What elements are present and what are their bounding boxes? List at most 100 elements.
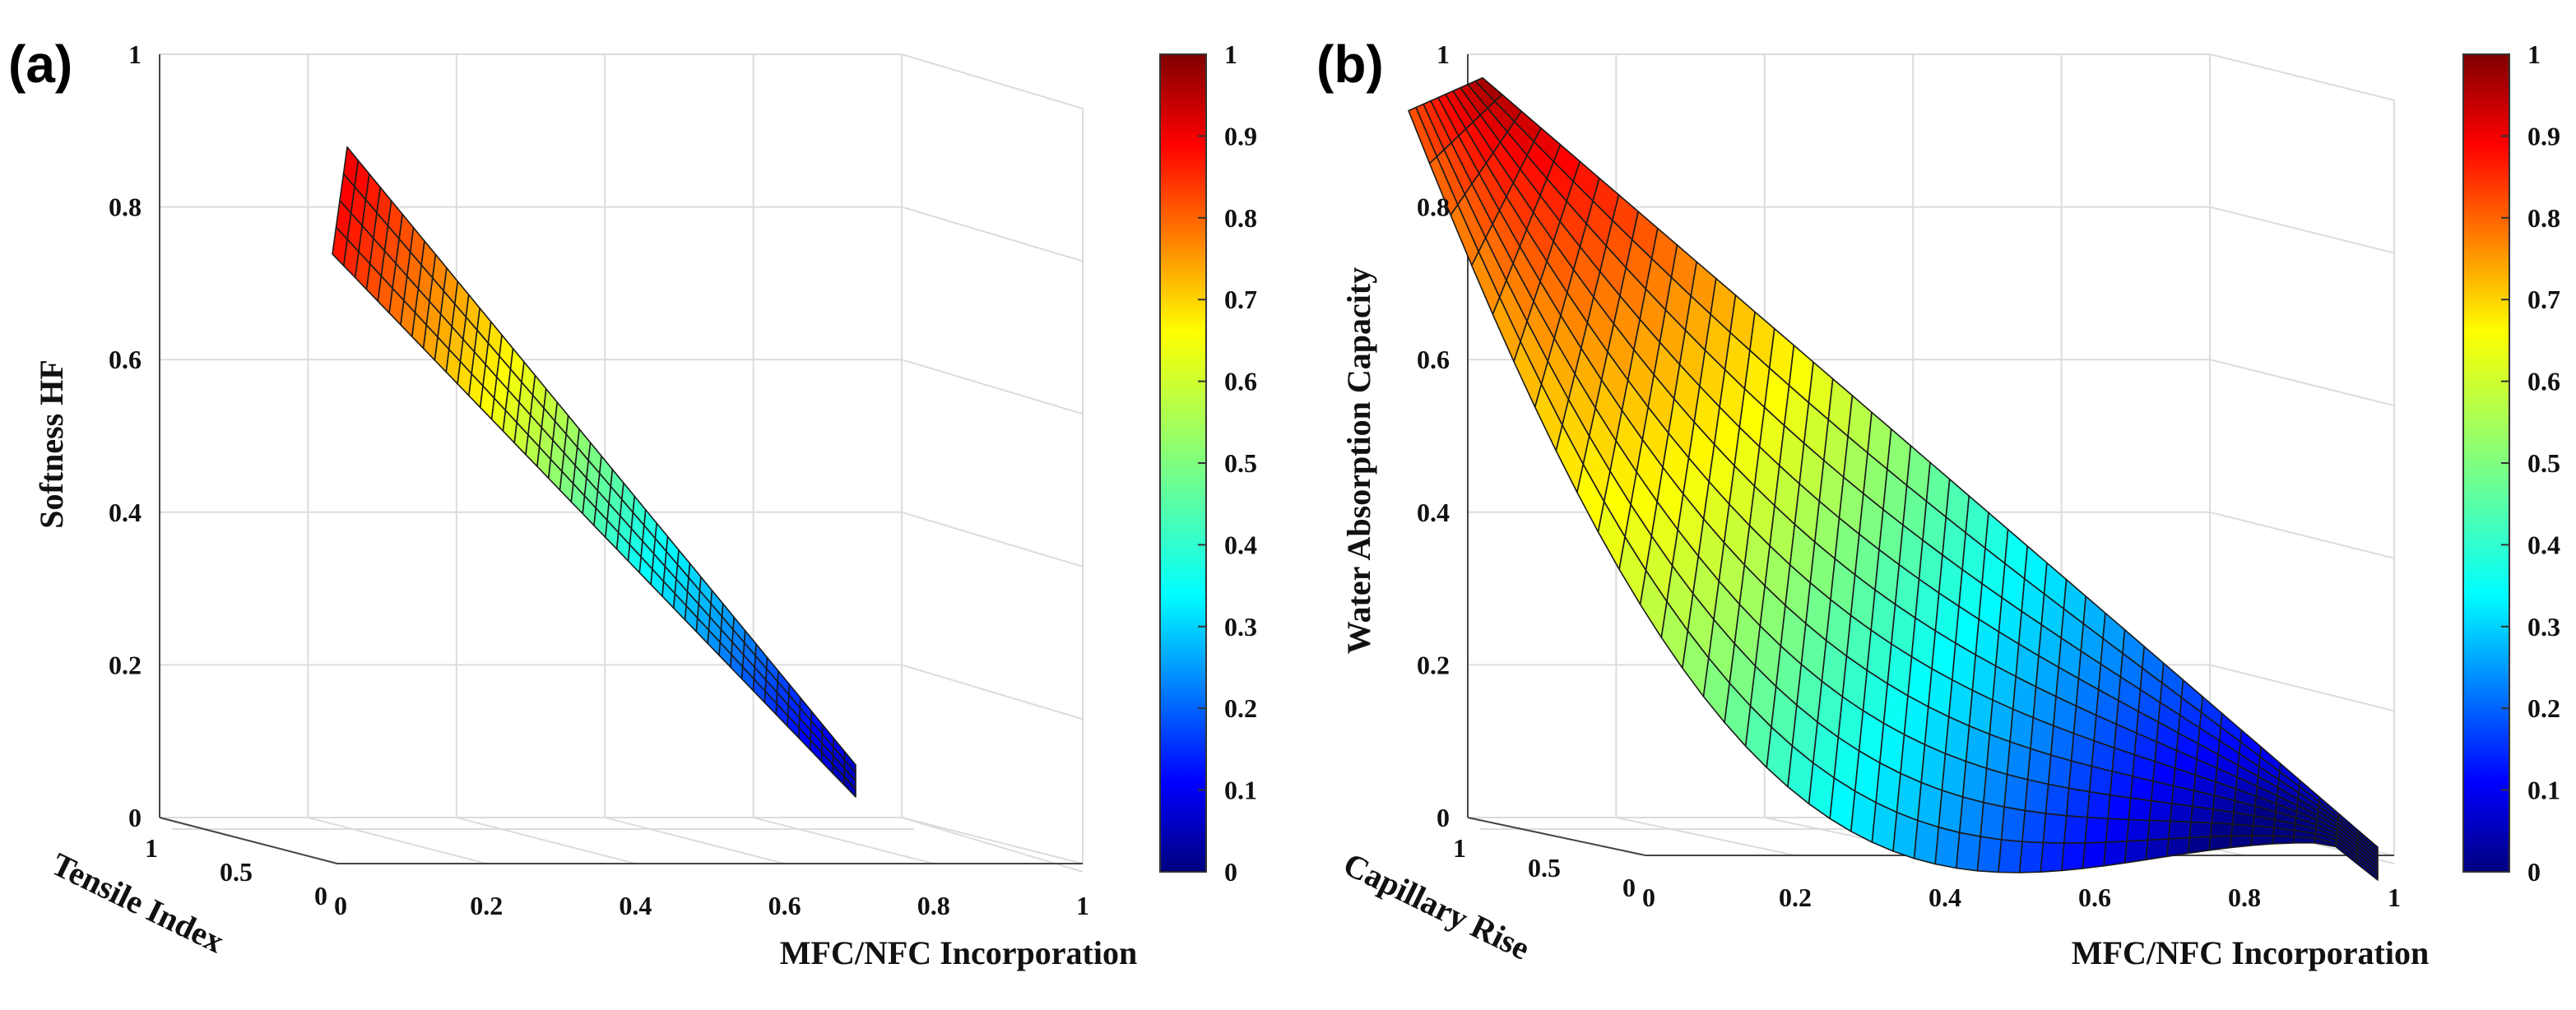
surface-patch [2006, 741, 2031, 781]
surface-patch [2168, 820, 2192, 840]
colorbar-tick-label: 0.7 [1224, 285, 1257, 314]
z-tick-label: 0.2 [1417, 650, 1450, 679]
surface-patch [2148, 799, 2173, 822]
colorbar-tick-label: 0.2 [2527, 693, 2560, 723]
grid-line [2209, 664, 2395, 712]
surface-patch [2021, 809, 2047, 844]
surface-patch [2292, 836, 2316, 844]
grid-line [308, 817, 487, 864]
surface-patch [2103, 840, 2128, 867]
surface-patch [2187, 836, 2212, 855]
colorbar-tick-label: 0 [1224, 857, 1237, 887]
grid-line [2209, 53, 2395, 101]
surface-patch [2211, 808, 2235, 825]
x-tick-label: 0 [334, 891, 347, 920]
colorbar-tick-label: 0.6 [2527, 367, 2560, 396]
grid-line [901, 359, 1084, 415]
surface-patch [2208, 835, 2232, 851]
y-axis-line [1467, 817, 1646, 856]
y-tick-label: 1 [145, 833, 158, 863]
panel-label: (b) [1316, 35, 1384, 94]
surface-patch [1892, 811, 1919, 859]
colorbar-tick-label: 0.3 [2527, 612, 2560, 642]
z-tick-label: 1 [1437, 39, 1450, 69]
y-tick-labels: 10.50 [1453, 833, 1636, 902]
surface-patch [2068, 760, 2093, 793]
surface-patch [2065, 787, 2091, 818]
x-tick-labels: 0 0.2 0.4 0.6 0.8 1 [334, 891, 1089, 920]
z-tick-labels: 0 0.2 0.4 0.6 0.8 1 [109, 39, 142, 832]
y-axis-label: Tensile Index [46, 846, 230, 961]
z-tick-label: 0.8 [1417, 192, 1450, 222]
surface-patch [2024, 779, 2049, 814]
z-axis-label: Softness HF [33, 359, 70, 529]
colorbar-tick-label: 0.5 [1224, 448, 1257, 478]
surface-patch [2145, 838, 2170, 861]
grid [159, 53, 1084, 873]
colorbar-tick-label: 0.8 [2527, 203, 2560, 233]
colorbar: 0 0.1 0.2 0.3 0.4 0.5 0.6 0.7 0.8 0.9 1 [1159, 39, 1257, 887]
x-tick-label: 0.4 [619, 891, 652, 920]
surface-patch [2190, 805, 2214, 824]
colorbar-tick-label: 0.5 [2527, 448, 2560, 478]
surface-patch [2088, 765, 2114, 796]
colorbar: 0 0.1 0.2 0.3 0.4 0.5 0.6 0.7 0.8 0.9 1 [2462, 39, 2560, 887]
surface-patch [2042, 813, 2068, 844]
surface-patch [2147, 819, 2171, 841]
surface-patch [1958, 796, 1984, 838]
surface [1408, 76, 2379, 881]
y-axis-label: Capillary Rise [1338, 846, 1535, 967]
colorbar-tick-label: 0 [2527, 857, 2541, 887]
surface-patch [1985, 733, 2011, 776]
grid-line [456, 817, 636, 864]
x-tick-label: 0.6 [2078, 883, 2111, 912]
surface-patch [2250, 835, 2274, 846]
z-tick-label: 0.2 [109, 650, 142, 679]
z-tick-label: 0.4 [109, 498, 142, 527]
surface-patch [1976, 836, 2003, 873]
y-tick-label: 1 [1453, 833, 1466, 863]
colorbar-tick-label: 0.1 [2527, 776, 2560, 805]
z-tick-label: 1 [128, 39, 142, 69]
surface-patch [2128, 797, 2152, 822]
z-tick-label: 0.8 [109, 192, 142, 222]
z-axis-label: Water Absorption Capacity [1340, 267, 1377, 654]
surface-patch [2026, 748, 2052, 785]
x-tick-label: 0.8 [2228, 883, 2261, 912]
surface-patch [2003, 773, 2029, 812]
surface-patch [2151, 780, 2175, 804]
surface-patch [2129, 776, 2154, 802]
colorbar-tick-label: 0.4 [2527, 530, 2560, 559]
colorbar-tick-label: 0.9 [1224, 121, 1257, 151]
x-tick-label: 0.2 [1779, 883, 1812, 912]
grid-line [901, 53, 1084, 109]
grid-line [901, 206, 1084, 262]
surface-patch [2123, 839, 2149, 864]
colorbar-tick-label: 0.3 [1224, 612, 1257, 642]
colorbar-tick-label: 0.7 [2527, 285, 2560, 314]
surface-patch [2084, 816, 2109, 844]
surface-patch [2000, 806, 2026, 843]
surface-patch [2229, 835, 2253, 849]
surface-patch [2170, 803, 2193, 823]
surface-patch [1913, 819, 1940, 865]
surface [332, 146, 856, 798]
colorbar-tick-label: 0.9 [2527, 121, 2560, 151]
surface-patch [2063, 814, 2088, 844]
surface-patch [2018, 841, 2045, 873]
surface-patch [2105, 818, 2130, 843]
surface-patch [2082, 841, 2107, 869]
x-axis-label: MFC/NFC Incorporation [2072, 934, 2429, 971]
z-tick-label: 0 [1437, 803, 1450, 832]
grid-line [901, 511, 1084, 568]
x-tick-label: 1 [2388, 883, 2401, 912]
x-tick-label: 0.2 [470, 891, 503, 920]
z-tick-labels: 0 0.2 0.4 0.6 0.8 1 [1417, 39, 1450, 832]
grid-line [604, 817, 785, 864]
chart-panel-b: 00.20.40.60.81 0 0.2 0.4 0.6 0.8 1 10.50 (b) … [1316, 35, 2560, 971]
surface-patch [1938, 790, 1964, 834]
surface-patch [2086, 790, 2111, 820]
panel-label: (a) [8, 35, 72, 94]
colorbar-tick-label: 0.4 [1224, 530, 1257, 559]
surface-patch [2251, 825, 2275, 837]
